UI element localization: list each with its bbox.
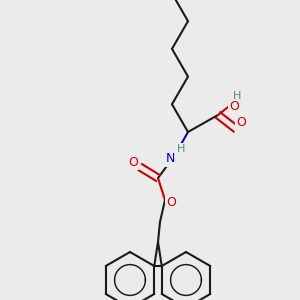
Text: H: H <box>233 91 241 101</box>
Text: H: H <box>177 144 185 154</box>
Text: O: O <box>166 196 176 209</box>
Text: O: O <box>236 116 246 130</box>
Text: O: O <box>128 155 138 169</box>
Text: O: O <box>229 100 239 113</box>
Text: N: N <box>165 152 175 166</box>
